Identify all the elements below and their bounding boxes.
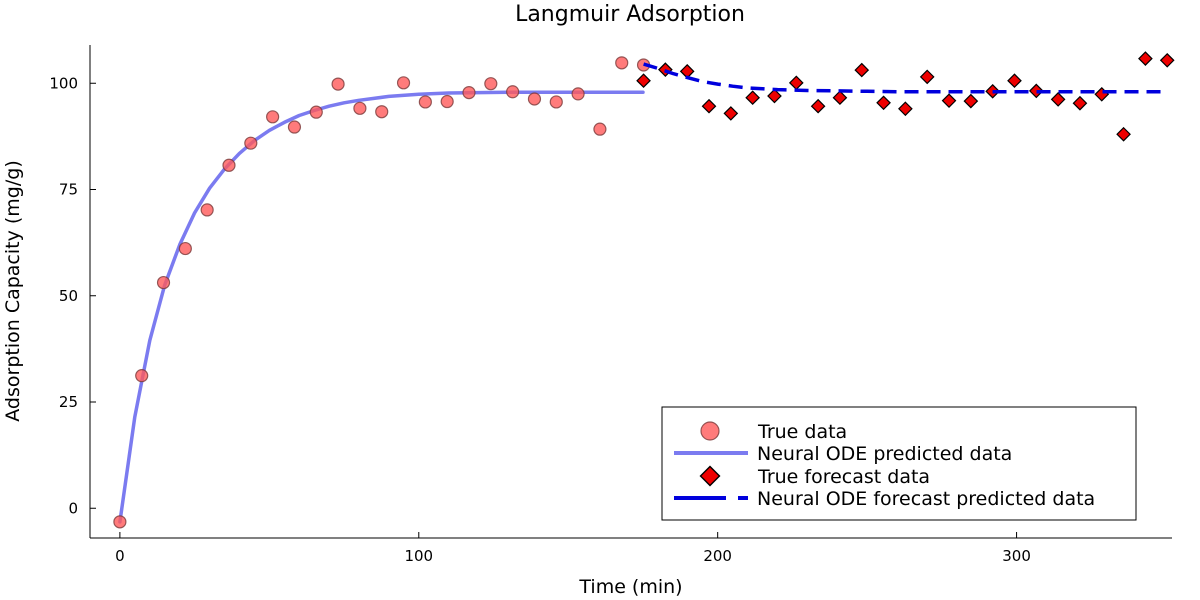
true-data-point (418, 95, 432, 109)
true-data-point (200, 203, 214, 217)
chart-title: Langmuir Adsorption (515, 2, 745, 27)
true-data-point (309, 105, 323, 119)
forecast-data-point (1007, 73, 1022, 89)
true-data-point (353, 101, 367, 115)
x-axis-ticks: 0 100 200 300 (115, 532, 1031, 565)
forecast-prediction-line (643, 62, 1166, 94)
true-data-point (178, 241, 192, 256)
legend-symbol (699, 465, 721, 487)
y-axis-ticks: 0 25 50 75 100 (49, 74, 96, 517)
forecast-data-point (745, 90, 760, 106)
forecast-data-point (788, 75, 804, 91)
true-data-point (571, 87, 585, 101)
x-tick-label: 200 (703, 547, 732, 565)
forecast-data-point (854, 62, 870, 78)
true-data-point (527, 92, 542, 106)
x-tick-label: 300 (1002, 547, 1031, 565)
forecast-data-point (701, 98, 717, 114)
true-data-point (375, 105, 389, 119)
true-data-point (135, 369, 149, 383)
forecast-data-point (876, 95, 891, 111)
legend-label: True data (757, 421, 847, 443)
true-data-point (440, 94, 454, 109)
true-data-point (549, 95, 563, 109)
prediction-line (118, 90, 645, 524)
forecast-data-point (810, 98, 826, 114)
true-data-point (331, 77, 345, 91)
forecast-data-point (1159, 52, 1175, 68)
forecast-data-point (636, 73, 651, 89)
forecast-data-point (767, 88, 782, 104)
true-data-point (222, 158, 236, 172)
legend-label: True forecast data (757, 466, 930, 488)
forecast-data-point (941, 93, 957, 109)
true-data-point (593, 122, 607, 136)
forecast-data-point (1138, 51, 1153, 66)
legend-label: Neural ODE predicted data (757, 443, 1012, 465)
forecast-data-point (898, 101, 913, 117)
forecast-data-point (1072, 95, 1088, 111)
true-data-point (156, 275, 171, 290)
true-data-point (615, 56, 629, 70)
true-data-point (506, 85, 520, 99)
true-data-point (462, 85, 476, 100)
y-tick-label: 100 (49, 74, 78, 92)
y-tick-label: 75 (59, 181, 78, 199)
true-data-point (396, 76, 411, 90)
forecast-data-point (1050, 92, 1066, 107)
y-tick-label: 50 (59, 287, 78, 305)
legend-box (661, 406, 1137, 521)
forecast-data-point (832, 90, 848, 106)
legend-label: Neural ODE forecast predicted data (757, 488, 1095, 510)
forecast-data-point (1028, 83, 1044, 99)
true-data-point (484, 77, 498, 91)
x-axis-label: Time (min) (578, 576, 682, 598)
y-tick-label: 0 (68, 499, 78, 517)
forecast-data-point (1094, 86, 1110, 102)
y-tick-label: 25 (59, 393, 78, 411)
forecast-data-point (963, 93, 979, 109)
true-data-point (287, 120, 302, 134)
y-axis-label: Adsorption Capacity (mg/g) (2, 160, 24, 421)
true-data-point (113, 515, 127, 529)
true-data-point (244, 136, 258, 150)
forecast-data-point (919, 69, 935, 85)
series-layer (113, 51, 1175, 529)
forecast-data-point (723, 106, 739, 121)
legend-symbol (700, 421, 720, 441)
x-tick-label: 100 (404, 547, 433, 565)
true-data-point (266, 110, 280, 124)
forecast-data-point (1116, 126, 1131, 142)
x-tick-label: 0 (115, 547, 125, 565)
